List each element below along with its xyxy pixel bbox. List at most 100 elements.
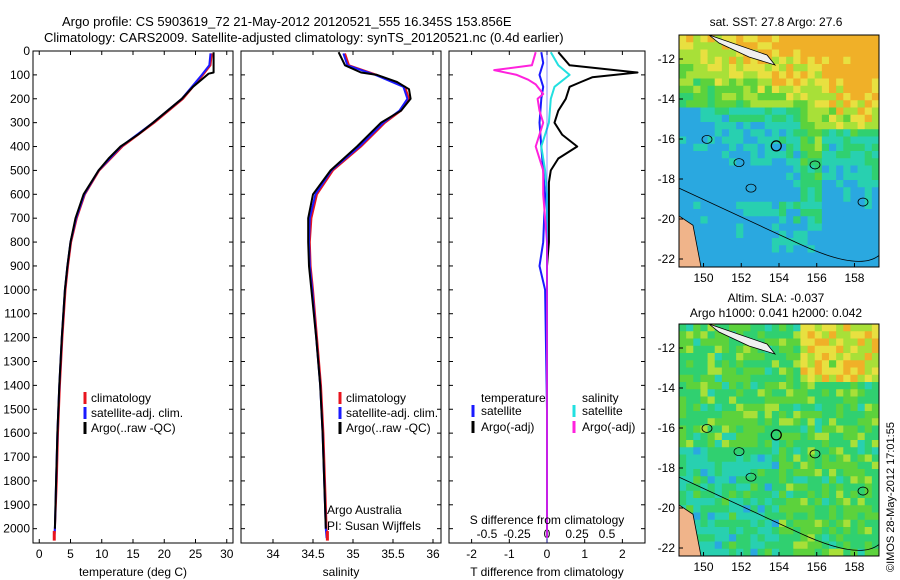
map-cell	[864, 180, 873, 188]
map-cell	[707, 151, 716, 159]
map-cell	[786, 469, 794, 477]
map-cell	[736, 158, 744, 166]
map-cell	[757, 201, 766, 210]
map-cell	[836, 165, 844, 174]
map-cell	[693, 389, 701, 397]
map-cell	[679, 122, 687, 130]
map-cell	[729, 223, 737, 232]
map-cell	[714, 136, 723, 145]
map-cell	[764, 331, 773, 339]
map-cell	[679, 367, 687, 376]
map-cell	[786, 209, 794, 217]
map-cell	[757, 245, 766, 253]
map-cell	[750, 259, 758, 268]
map-cell	[814, 78, 823, 87]
map-cell	[693, 447, 701, 455]
map-cell	[857, 331, 866, 339]
map-cell	[836, 42, 844, 50]
map-cell	[843, 527, 851, 535]
x-tick-label: 34	[266, 547, 280, 561]
map-cell	[771, 64, 780, 72]
map-cell	[750, 360, 758, 368]
temperature-plot: 0100200300400500600700800900100011001200…	[3, 44, 233, 561]
map-cell	[864, 107, 873, 116]
map-cell	[800, 136, 808, 145]
map-cell	[700, 345, 708, 354]
map-cell	[679, 374, 687, 383]
map-cell	[821, 35, 830, 43]
map-cell	[771, 252, 780, 261]
map-cell	[714, 71, 723, 79]
map-cell	[743, 107, 751, 116]
map-cell	[743, 245, 751, 253]
map-cell	[857, 396, 866, 405]
map-cell	[871, 519, 880, 528]
reef-outline	[745, 183, 757, 193]
y-tick-label: 2000	[3, 522, 30, 536]
map-cell	[836, 534, 844, 542]
map-cell	[771, 483, 780, 492]
series-line-temperature-argo-adj-	[546, 51, 639, 539]
map-cell	[721, 194, 730, 203]
map-cell	[814, 476, 823, 484]
map-cell	[771, 158, 780, 166]
map-cell	[743, 71, 751, 79]
map-cell	[771, 56, 780, 65]
map-cell	[814, 56, 823, 65]
map-cell	[871, 345, 880, 354]
map-cell	[693, 454, 701, 463]
map-cell	[707, 230, 716, 239]
map-cell	[821, 64, 830, 72]
reef-outline	[745, 472, 757, 482]
map-cell	[764, 151, 773, 159]
map-cell	[679, 353, 687, 361]
map-cell	[871, 114, 880, 123]
map-cell	[864, 252, 873, 261]
map-cell	[836, 158, 844, 166]
map-cell	[750, 411, 758, 419]
map-cell	[779, 324, 787, 332]
map-cell	[750, 56, 758, 65]
map-cell	[679, 49, 687, 58]
map-cell	[714, 353, 723, 361]
map-cell	[864, 238, 873, 246]
map-cell	[836, 129, 844, 137]
map-cell	[750, 180, 758, 188]
map-cell	[693, 512, 701, 521]
imos-credit: ©IMOS 28-May-2012 17:01:55	[885, 422, 897, 572]
map-cell	[736, 143, 744, 152]
map-cell	[679, 158, 687, 166]
map-x-tick-label: 150	[694, 560, 714, 574]
map-cell	[707, 389, 716, 397]
map-cell	[771, 201, 780, 210]
map-cell	[843, 411, 851, 419]
map-cell	[707, 447, 716, 455]
map-cell	[843, 519, 851, 528]
map-cell	[700, 252, 708, 261]
map-cell	[686, 483, 694, 492]
map-cell	[871, 418, 880, 426]
map-cell	[786, 71, 794, 79]
map-cell	[779, 353, 787, 361]
map-cell	[786, 107, 794, 116]
map-y-tick-label: -18	[658, 461, 676, 475]
map-cell	[757, 534, 766, 542]
map-cell	[814, 194, 823, 203]
map-cell	[757, 187, 766, 195]
y-tick-label: 600	[10, 187, 30, 201]
map-cell	[821, 259, 830, 268]
map-cell	[743, 85, 751, 94]
map-cell	[793, 129, 801, 137]
map-cell	[864, 367, 873, 376]
map-cell	[871, 534, 880, 542]
map-cell	[850, 425, 858, 434]
map-cell	[714, 100, 723, 108]
map-cell	[807, 85, 816, 94]
map-cell	[750, 107, 758, 116]
map-cell	[757, 85, 766, 94]
map-cell	[750, 548, 758, 557]
map-cell	[864, 541, 873, 550]
map-cell	[757, 360, 766, 368]
map-cell	[779, 194, 787, 203]
map-cell	[764, 201, 773, 210]
